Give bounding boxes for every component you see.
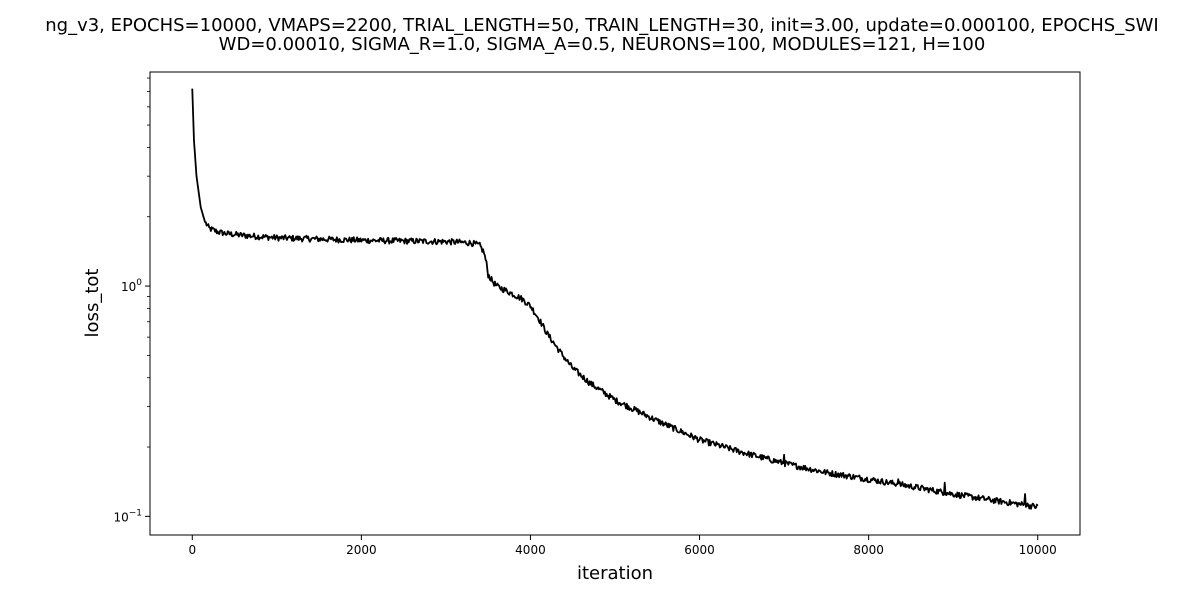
y-axis-label: loss_tot	[82, 269, 103, 338]
chart-title-line2: WD=0.00010, SIGMA_R=1.0, SIGMA_A=0.5, NE…	[219, 34, 986, 55]
y-tick-label: 10−1	[113, 508, 142, 524]
x-axis-label: iteration	[577, 563, 653, 584]
loss-series-line	[191, 88, 1039, 510]
y-tick-label: 100	[121, 278, 142, 294]
x-tick-label: 2000	[346, 543, 377, 557]
x-tick-label: 6000	[684, 543, 715, 557]
x-tick-label: 0	[188, 543, 196, 557]
x-tick-label: 4000	[515, 543, 546, 557]
axis-ticks: 0 2000 4000 6000 8000 10000 10−1 100	[113, 278, 1056, 557]
x-tick-label: 10000	[1019, 543, 1057, 557]
chart-title-line1: ng_v3, EPOCHS=10000, VMAPS=2200, TRIAL_L…	[45, 15, 1159, 36]
plot-frame	[149, 71, 1081, 536]
series-layer	[191, 88, 1039, 510]
x-tick-label: 8000	[853, 543, 884, 557]
